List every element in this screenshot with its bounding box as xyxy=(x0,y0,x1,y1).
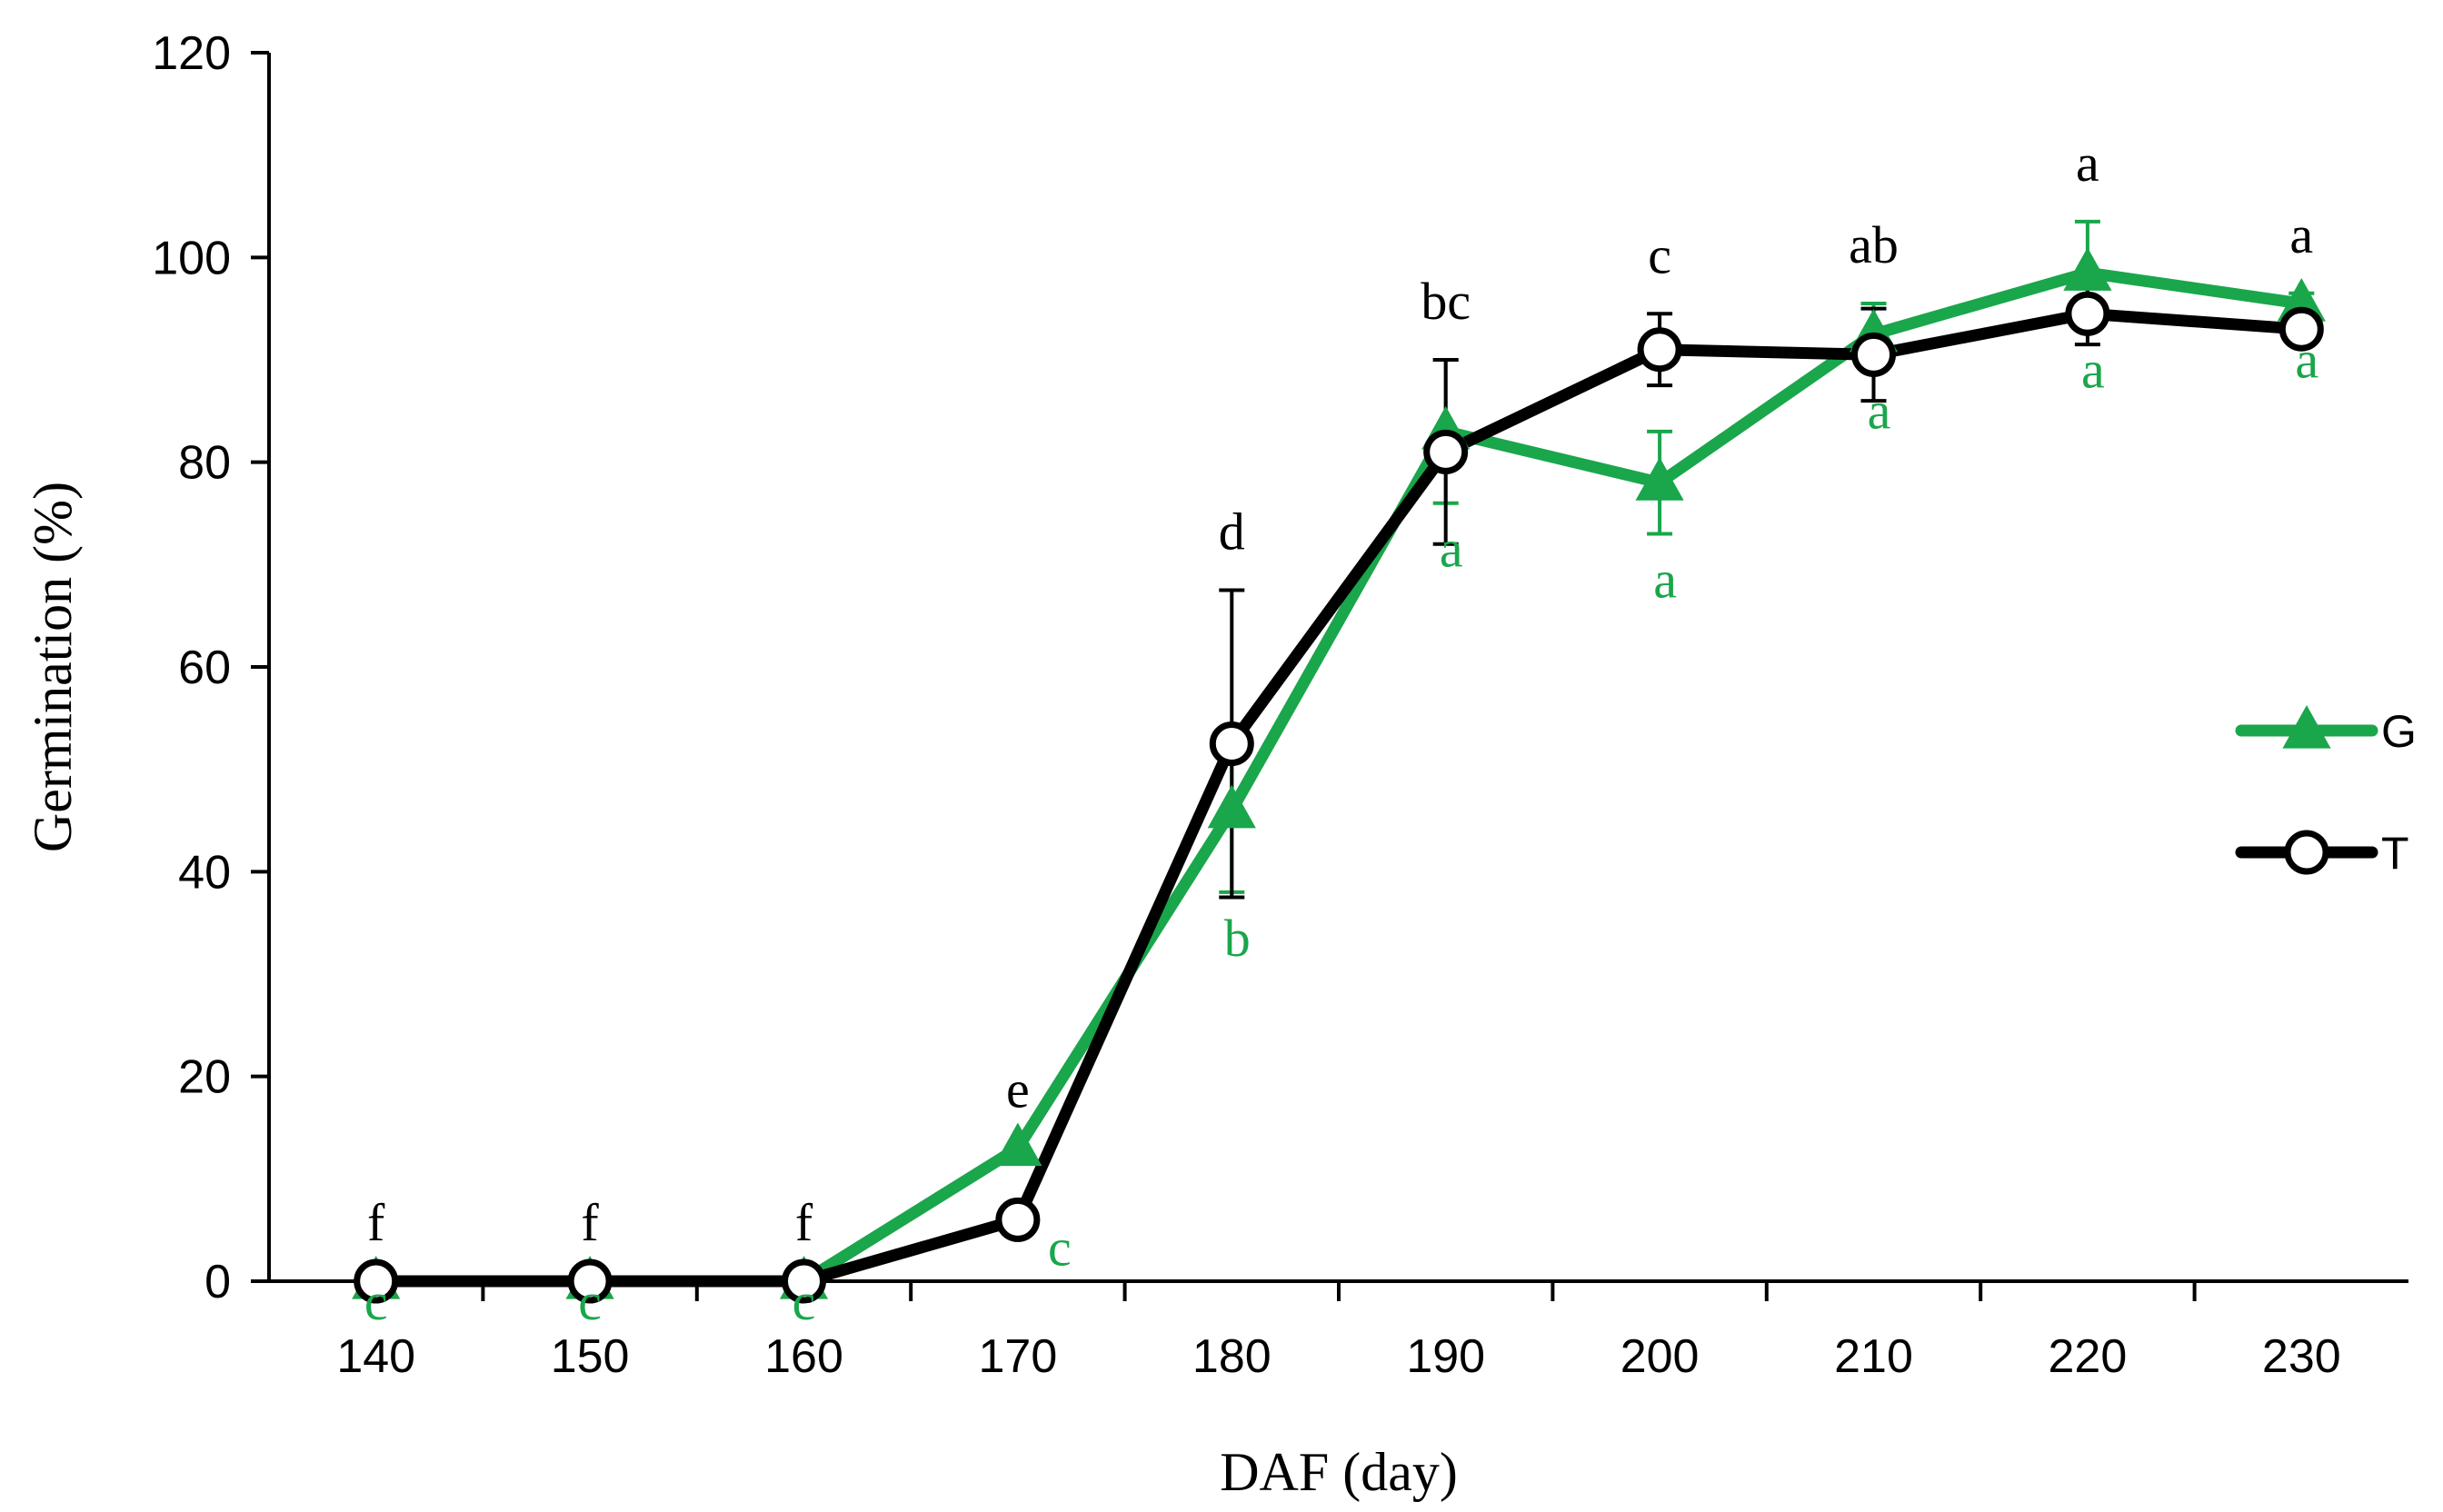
sig-letter-G: a xyxy=(2081,341,2105,400)
x-tick-label: 140 xyxy=(336,1330,415,1383)
sig-letter-G: a xyxy=(1868,382,1891,441)
marker-G xyxy=(2063,247,2112,291)
y-tick-label: 20 xyxy=(178,1051,231,1104)
x-axis-title: DAF (day) xyxy=(1220,1442,1458,1502)
sig-letter-G: a xyxy=(1653,551,1677,610)
y-axis-title: Germination (%) xyxy=(23,482,83,852)
marker-T xyxy=(354,1258,399,1304)
x-tick-label: 230 xyxy=(2262,1330,2341,1383)
sig-letter-G: c xyxy=(364,1272,388,1331)
marker-G xyxy=(1207,784,1256,829)
sig-letter-T: ab xyxy=(1849,215,1899,274)
x-tick-label: 180 xyxy=(1192,1330,1271,1383)
marker-T xyxy=(2278,306,2324,352)
sig-letter-T: a xyxy=(2076,134,2099,193)
series-lines xyxy=(370,266,2308,1288)
sig-letter-T: a xyxy=(2289,205,2313,264)
marker-G xyxy=(1635,457,1684,501)
sig-letter-G: b xyxy=(1224,909,1251,968)
sig-letter-T: e xyxy=(1006,1060,1030,1119)
legend-label-T: T xyxy=(2381,828,2409,879)
y-tick-label: 80 xyxy=(178,437,231,490)
x-tick-label: 220 xyxy=(2049,1330,2128,1383)
y-tick-label: 0 xyxy=(204,1256,231,1308)
sig-letter-G: a xyxy=(1440,520,1463,579)
marker-T xyxy=(1637,327,1682,373)
axes: 0 20 40 60 80 100 120 140 150 160 170 180 190 200 210 2… xyxy=(23,27,2408,1502)
y-tick-label: 60 xyxy=(178,642,231,694)
legend: GT xyxy=(2235,705,2417,879)
marker-T xyxy=(1423,429,1469,474)
y-tick-label: 40 xyxy=(178,846,231,899)
marker-T xyxy=(567,1258,613,1304)
marker-T xyxy=(1851,332,1896,377)
sig-letter-T: c xyxy=(1648,225,1671,284)
legend-marker-T xyxy=(2284,830,2329,875)
marker-T xyxy=(995,1197,1041,1242)
sig-letter-G: c xyxy=(793,1272,816,1331)
sig-letter-T: f xyxy=(367,1193,385,1252)
sig-letter-T: f xyxy=(795,1193,813,1252)
x-tick-label: 160 xyxy=(764,1330,843,1383)
sig-letter-T: d xyxy=(1219,502,1245,562)
x-tick-label: 210 xyxy=(1834,1330,1913,1383)
significance-letters: f f f e d bc c ab a a c c c c b a a a a a xyxy=(364,134,2318,1331)
legend-marker-G xyxy=(2282,705,2331,749)
y-tick-label: 120 xyxy=(152,27,231,80)
sig-letter-T: f xyxy=(581,1193,599,1252)
marker-T xyxy=(782,1258,826,1304)
sig-letter-G: c xyxy=(578,1272,602,1331)
series-line-G xyxy=(370,266,2308,1288)
x-tick-label: 190 xyxy=(1406,1330,1485,1383)
marker-T xyxy=(1209,721,1254,766)
x-tick-label: 200 xyxy=(1620,1330,1700,1383)
sig-letter-T: bc xyxy=(1421,272,1471,331)
sig-letter-G: c xyxy=(1048,1218,1072,1277)
marker-G xyxy=(993,1122,1042,1167)
series-markers xyxy=(352,247,2326,1304)
legend-label-G: G xyxy=(2381,706,2417,757)
marker-T xyxy=(2065,291,2110,336)
sig-letter-G: a xyxy=(2295,330,2318,389)
x-tick-label: 150 xyxy=(551,1330,630,1383)
y-tick-label: 100 xyxy=(152,232,231,284)
series-line-T xyxy=(370,307,2308,1288)
x-tick-label: 170 xyxy=(979,1330,1058,1383)
